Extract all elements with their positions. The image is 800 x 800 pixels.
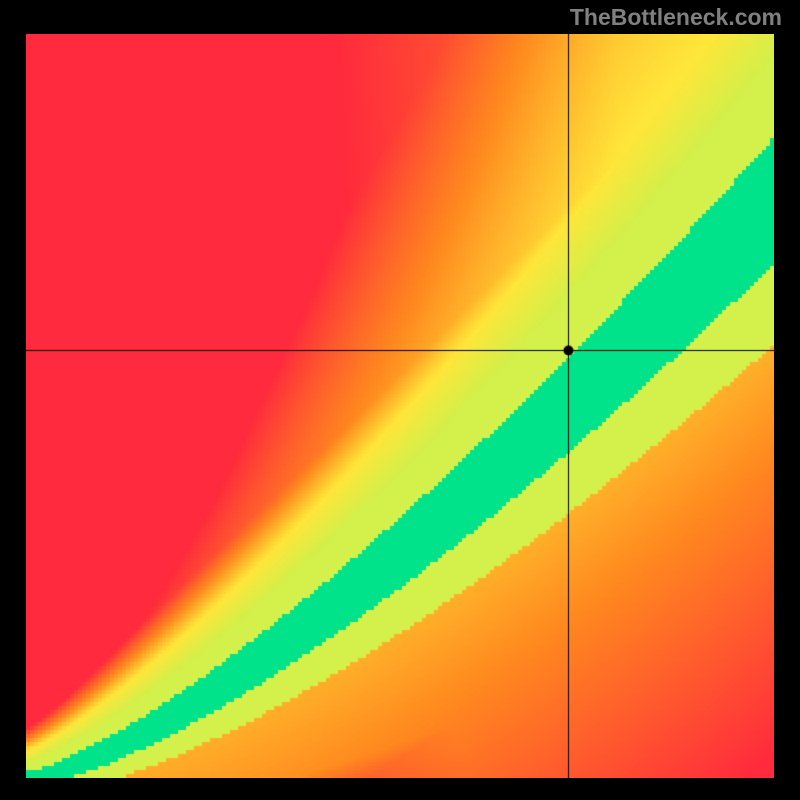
bottleneck-heatmap xyxy=(26,34,774,778)
chart-container: { "watermark": { "text": "TheBottleneck.… xyxy=(0,0,800,800)
watermark-text: TheBottleneck.com xyxy=(570,4,782,31)
